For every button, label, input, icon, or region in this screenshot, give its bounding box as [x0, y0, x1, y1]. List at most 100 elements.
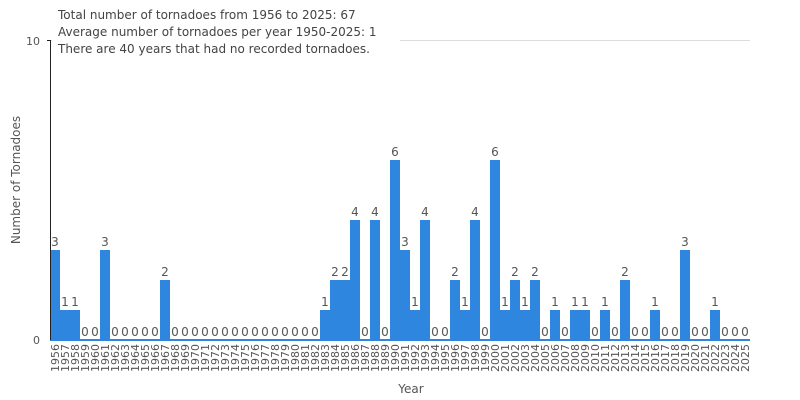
annotation-box: [52, 4, 400, 66]
x-tick-label-1975: 1975: [239, 344, 252, 372]
bar-1983: [320, 310, 330, 340]
data-label-2020: 0: [691, 325, 699, 339]
data-label-2008: 1: [571, 295, 579, 309]
data-label-2024: 0: [731, 325, 739, 339]
x-tick-label-1972: 1972: [209, 344, 222, 372]
x-tick-label-1984: 1984: [329, 344, 342, 372]
x-tick-label-1974: 1974: [229, 344, 242, 372]
data-label-2021: 0: [701, 325, 709, 339]
x-tick-label-2021: 2021: [699, 344, 712, 372]
data-label-1974: 0: [231, 325, 239, 339]
data-label-1980: 0: [291, 325, 299, 339]
x-tick-label-2025: 2025: [739, 344, 752, 372]
bar-1956: [50, 250, 60, 340]
bar-1957: [60, 310, 70, 340]
data-label-1982: 0: [311, 325, 319, 339]
x-tick-label-1983: 1983: [319, 344, 332, 372]
x-tick-label-2010: 2010: [589, 344, 602, 372]
x-tick-label-1960: 1960: [89, 344, 102, 372]
data-label-2019: 3: [681, 235, 689, 249]
x-tick-label-2006: 2006: [549, 344, 562, 372]
data-label-2001: 1: [501, 295, 509, 309]
bar-2008: [570, 310, 580, 340]
data-label-1963: 0: [121, 325, 129, 339]
data-label-1969: 0: [181, 325, 189, 339]
data-label-1989: 0: [381, 325, 389, 339]
bar-1967: [160, 280, 170, 340]
bar-1958: [70, 310, 80, 340]
x-tick-label-2000: 2000: [489, 344, 502, 372]
x-tick-label-1970: 1970: [189, 344, 202, 372]
data-label-1970: 0: [191, 325, 199, 339]
bar-1996: [450, 280, 460, 340]
x-tick-label-1961: 1961: [99, 344, 112, 372]
bar-2002: [510, 280, 520, 340]
x-tick-label-1963: 1963: [119, 344, 132, 372]
x-tick-label-2020: 2020: [689, 344, 702, 372]
bar-1992: [410, 310, 420, 340]
data-label-1996: 2: [451, 265, 459, 279]
x-tick-label-1986: 1986: [349, 344, 362, 372]
data-label-1966: 0: [151, 325, 159, 339]
data-label-1959: 0: [81, 325, 89, 339]
x-tick-label-1990: 1990: [389, 344, 402, 372]
data-label-2004: 2: [531, 265, 539, 279]
x-tick-label-1957: 1957: [59, 344, 72, 372]
x-tick-label-2013: 2013: [619, 344, 632, 372]
x-tick-label-1956: 1956: [49, 344, 62, 372]
x-tick-label-2024: 2024: [729, 344, 742, 372]
y-axis-title: Number of Tornadoes: [9, 116, 23, 244]
data-label-1960: 0: [91, 325, 99, 339]
x-tick-label-1964: 1964: [129, 344, 142, 372]
data-label-1990: 6: [391, 145, 399, 159]
data-label-2017: 0: [661, 325, 669, 339]
x-tick-label-1969: 1969: [179, 344, 192, 372]
data-label-1964: 0: [131, 325, 139, 339]
bar-2019: [680, 250, 690, 340]
data-label-1999: 0: [481, 325, 489, 339]
x-tick-label-1996: 1996: [449, 344, 462, 372]
x-tick-label-1979: 1979: [279, 344, 292, 372]
x-tick-label-2019: 2019: [679, 344, 692, 372]
bar-2003: [520, 310, 530, 340]
x-tick-label-1995: 1995: [439, 344, 452, 372]
data-label-1965: 0: [141, 325, 149, 339]
data-label-2010: 0: [591, 325, 599, 339]
bar-1997: [460, 310, 470, 340]
data-label-1985: 2: [341, 265, 349, 279]
data-label-2009: 1: [581, 295, 589, 309]
x-tick-label-1966: 1966: [149, 344, 162, 372]
data-label-2007: 0: [561, 325, 569, 339]
data-label-1984: 2: [331, 265, 339, 279]
x-tick-label-2003: 2003: [519, 344, 532, 372]
bar-2009: [580, 310, 590, 340]
data-label-2016: 1: [651, 295, 659, 309]
x-tick-label-2015: 2015: [639, 344, 652, 372]
annotation-total: Total number of tornadoes from 1956 to 2…: [57, 8, 356, 22]
bar-1961: [100, 250, 110, 340]
data-label-2015: 0: [641, 325, 649, 339]
data-label-2025: 0: [741, 325, 749, 339]
bar-2004: [530, 280, 540, 340]
bar-2006: [550, 310, 560, 340]
data-label-1992: 1: [411, 295, 419, 309]
data-label-1975: 0: [241, 325, 249, 339]
bar-1985: [340, 280, 350, 340]
data-label-1976: 0: [251, 325, 259, 339]
x-tick-label-1997: 1997: [459, 344, 472, 372]
bar-2000: [490, 160, 500, 340]
data-label-1993: 4: [421, 205, 429, 219]
data-label-2003: 1: [521, 295, 529, 309]
x-tick-label-1959: 1959: [79, 344, 92, 372]
x-tick-label-1987: 1987: [359, 344, 372, 372]
data-label-1973: 0: [221, 325, 229, 339]
x-tick-label-1977: 1977: [259, 344, 272, 372]
bar-1991: [400, 250, 410, 340]
x-tick-label-1982: 1982: [309, 344, 322, 372]
data-label-2018: 0: [671, 325, 679, 339]
data-label-1987: 0: [361, 325, 369, 339]
data-label-1962: 0: [111, 325, 119, 339]
data-label-1983: 1: [321, 295, 329, 309]
x-tick-label-1992: 1992: [409, 344, 422, 372]
